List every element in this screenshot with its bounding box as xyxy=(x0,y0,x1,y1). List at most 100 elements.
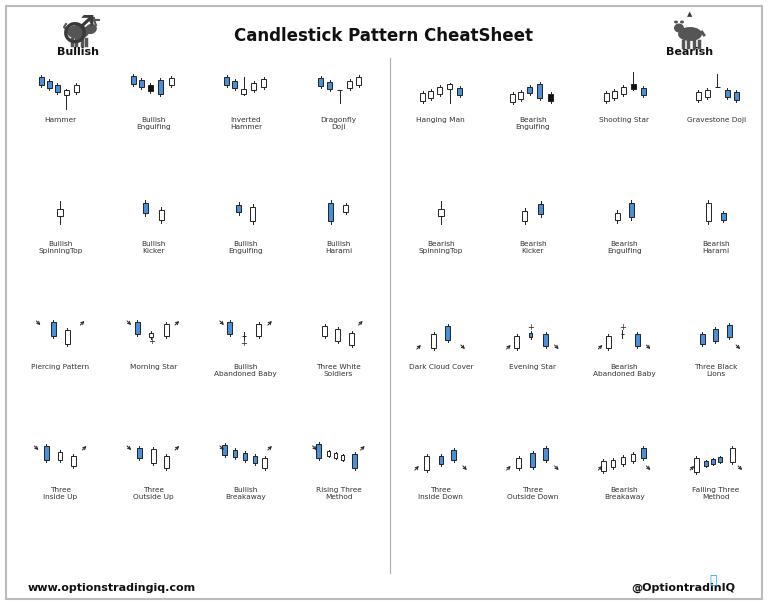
Bar xyxy=(261,79,266,87)
Bar xyxy=(143,203,147,213)
Bar xyxy=(538,204,543,214)
Text: Bearish: Bearish xyxy=(667,47,713,57)
Bar xyxy=(615,212,620,220)
Bar xyxy=(55,85,60,91)
Text: Bullish
Abandoned Baby: Bullish Abandoned Baby xyxy=(214,364,277,377)
Text: Rising Three
Method: Rising Three Method xyxy=(316,487,362,500)
Bar xyxy=(706,203,710,221)
Text: Piercing Pattern: Piercing Pattern xyxy=(31,364,89,370)
Bar xyxy=(629,203,634,217)
Bar xyxy=(518,91,523,99)
Bar xyxy=(131,76,136,84)
Text: Three
Inside Up: Three Inside Up xyxy=(43,487,78,500)
Text: Three
Inside Down: Three Inside Down xyxy=(419,487,463,500)
Text: ♂: ♂ xyxy=(61,13,95,51)
Bar xyxy=(452,450,456,460)
Bar xyxy=(322,326,327,336)
Bar xyxy=(713,329,717,341)
Bar xyxy=(164,456,169,468)
Ellipse shape xyxy=(67,25,89,39)
Bar xyxy=(700,334,704,344)
Text: Bullish: Bullish xyxy=(57,47,99,57)
Bar xyxy=(635,334,640,346)
Bar xyxy=(621,87,626,94)
Bar xyxy=(328,203,333,221)
Bar xyxy=(621,457,625,463)
Ellipse shape xyxy=(674,24,684,33)
Bar xyxy=(725,90,730,97)
Bar xyxy=(159,210,164,220)
Bar xyxy=(343,204,348,212)
Bar xyxy=(694,458,699,472)
Ellipse shape xyxy=(680,21,684,24)
Bar xyxy=(250,207,256,221)
Bar xyxy=(458,88,462,94)
Text: Bullish
Harami: Bullish Harami xyxy=(325,241,353,254)
Ellipse shape xyxy=(674,21,678,24)
Bar xyxy=(432,334,436,348)
Bar xyxy=(733,92,739,100)
Text: Evening Star: Evening Star xyxy=(509,364,556,370)
Bar xyxy=(514,336,519,348)
Bar xyxy=(420,93,425,101)
Bar xyxy=(606,336,611,348)
Bar xyxy=(631,454,635,460)
Text: www.optionstradingiq.com: www.optionstradingiq.com xyxy=(28,583,196,593)
Bar xyxy=(612,91,617,97)
Text: +: + xyxy=(619,322,626,332)
Bar xyxy=(537,84,542,98)
Text: Bullish
Engulfing: Bullish Engulfing xyxy=(229,241,263,254)
Bar xyxy=(522,211,527,221)
Text: Candlestick Pattern CheatSheet: Candlestick Pattern CheatSheet xyxy=(234,27,534,45)
Text: Morning Star: Morning Star xyxy=(130,364,177,370)
Bar xyxy=(727,325,732,337)
Bar xyxy=(429,91,433,97)
Bar xyxy=(718,457,722,462)
Bar xyxy=(58,452,62,460)
Bar xyxy=(516,458,521,468)
Bar xyxy=(704,90,710,97)
Bar xyxy=(543,334,548,346)
Bar xyxy=(134,322,140,334)
Text: Three
Outside Down: Three Outside Down xyxy=(507,487,558,500)
Bar xyxy=(151,449,156,463)
Bar xyxy=(334,453,337,457)
Bar xyxy=(445,326,450,340)
Bar xyxy=(437,87,442,94)
Text: Inverted
Hammer: Inverted Hammer xyxy=(230,117,262,130)
Bar xyxy=(233,80,237,88)
Bar xyxy=(529,333,532,337)
Bar xyxy=(548,94,553,100)
Bar xyxy=(510,94,515,102)
Text: Bearish
Engulfing: Bearish Engulfing xyxy=(515,117,550,130)
Bar xyxy=(601,461,606,471)
Text: Bullish
Engulfing: Bullish Engulfing xyxy=(136,117,170,130)
Bar xyxy=(543,448,548,460)
Bar xyxy=(327,451,330,456)
Bar xyxy=(65,330,70,344)
Bar xyxy=(227,322,233,334)
Bar xyxy=(149,333,153,337)
Bar xyxy=(425,456,429,470)
Bar xyxy=(352,454,357,468)
Bar xyxy=(641,448,646,458)
Bar xyxy=(631,83,636,88)
Bar xyxy=(621,333,624,335)
Text: +: + xyxy=(147,338,154,347)
Bar xyxy=(58,209,64,215)
Bar xyxy=(641,88,646,94)
Text: Three Black
Lions: Three Black Lions xyxy=(694,364,738,377)
Text: +: + xyxy=(240,339,247,347)
Bar xyxy=(730,448,735,462)
Bar xyxy=(169,77,174,85)
Bar xyxy=(439,456,443,464)
Bar xyxy=(611,460,615,466)
Bar xyxy=(71,456,76,466)
Bar xyxy=(318,78,323,86)
Ellipse shape xyxy=(85,24,97,34)
Text: Bearish
Engulfing: Bearish Engulfing xyxy=(607,241,642,254)
Bar xyxy=(448,83,452,88)
Bar xyxy=(347,80,352,88)
Text: ▲: ▲ xyxy=(687,11,693,17)
Bar xyxy=(51,322,56,336)
